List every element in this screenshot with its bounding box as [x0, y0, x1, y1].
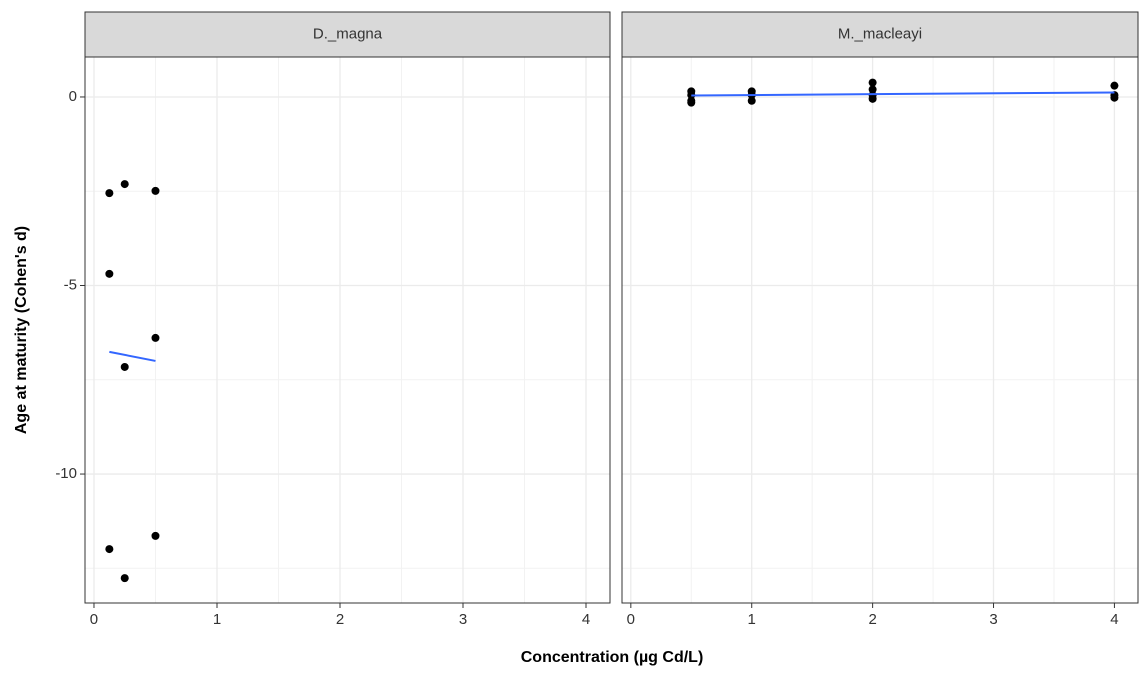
point	[151, 333, 160, 342]
strip	[84, 11, 611, 58]
x-tick-label: 4	[1110, 611, 1118, 628]
point	[1110, 81, 1119, 90]
point	[868, 94, 877, 103]
panel-border	[84, 56, 611, 604]
point	[151, 186, 160, 195]
x-axis-title: Concentration (µg Cd/L)	[521, 649, 704, 666]
x-tick-label: 2	[336, 611, 344, 628]
x-tick-label: 3	[989, 611, 997, 628]
point	[105, 189, 114, 198]
strip-label: M._macleayi	[838, 25, 922, 42]
point	[687, 98, 696, 107]
point	[747, 96, 756, 105]
fit-line	[691, 91, 1115, 97]
x-tick-label: 1	[748, 611, 756, 628]
point	[120, 180, 129, 189]
point	[868, 85, 877, 94]
x-tick-label: 3	[459, 611, 467, 628]
point	[151, 531, 160, 540]
y-axis-title: Age at maturity (Cohen's d)	[13, 226, 30, 434]
y-tick-label: -10	[55, 465, 77, 482]
point	[105, 545, 114, 554]
y-tick-label: 0	[69, 88, 77, 105]
point	[120, 362, 129, 371]
x-tick-label: 0	[90, 611, 98, 628]
x-tick-label: 1	[213, 611, 221, 628]
panel-border	[621, 56, 1139, 604]
x-tick-label: 0	[627, 611, 635, 628]
x-tick-label: 4	[582, 611, 590, 628]
point	[120, 574, 129, 583]
point	[105, 269, 114, 278]
x-tick-label: 2	[868, 611, 876, 628]
fit-line	[109, 350, 156, 362]
point	[868, 78, 877, 87]
y-tick-label: -5	[64, 276, 77, 293]
strip	[621, 11, 1139, 58]
strip-label: D._magna	[313, 25, 383, 42]
point	[1110, 93, 1119, 102]
